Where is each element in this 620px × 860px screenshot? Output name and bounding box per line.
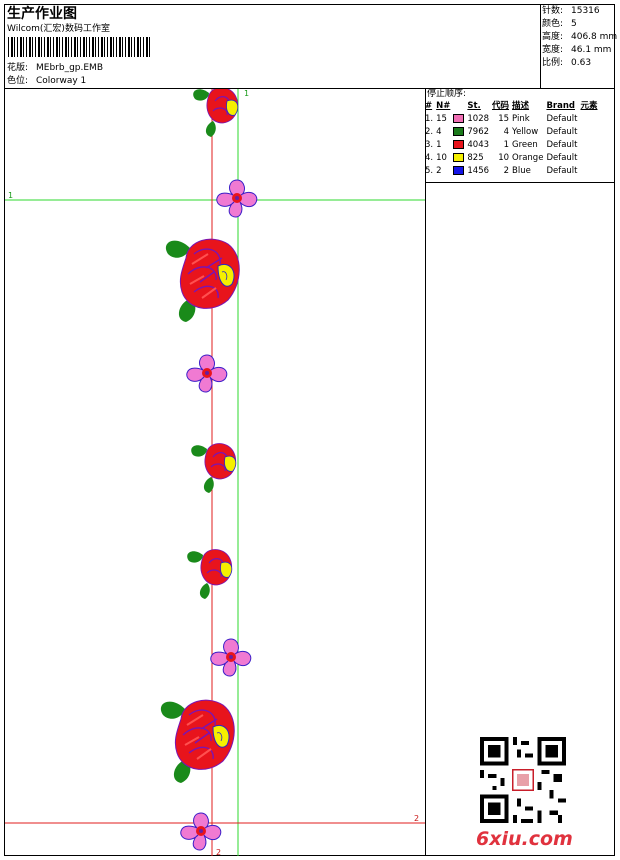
header-divider	[4, 88, 615, 89]
page-title: 生产作业图	[7, 6, 77, 22]
row-n: 4	[436, 127, 442, 137]
stop-sequence-table: # N# St. 代码 描述 Brand 元素 1. 15 1028 15 Pi…	[425, 100, 601, 178]
row-st: 825	[467, 153, 484, 163]
barcode	[8, 37, 150, 57]
row-desc: Yellow	[512, 127, 539, 137]
table-row: 4. 10 825 10 Orange Default	[425, 152, 601, 165]
stat-stitches-value: 15316	[571, 6, 600, 16]
row-brand: Default	[546, 153, 578, 163]
row-n: 10	[436, 153, 447, 163]
stat-width-value: 46.1 mm	[571, 45, 612, 55]
row-brand: Default	[546, 140, 578, 150]
stat-colors-value: 5	[571, 19, 577, 29]
pink-flower-motif	[216, 179, 258, 218]
color-swatch	[453, 140, 465, 149]
table-row: 1. 15 1028 15 Pink Default	[425, 113, 601, 126]
row-desc: Blue	[512, 166, 531, 176]
row-st: 1028	[467, 114, 490, 124]
colorway-label: 色位:	[7, 76, 29, 86]
red-h-guide-label: 2	[414, 814, 419, 823]
pink-flower-motif	[186, 354, 228, 393]
color-swatch	[453, 127, 465, 136]
row-st: 7962	[467, 127, 490, 137]
col-brand: Brand	[546, 101, 575, 111]
row-num: 4.	[425, 153, 434, 163]
stops-divider	[425, 182, 615, 183]
stat-scale-value: 0.63	[571, 58, 592, 68]
row-code: 2	[503, 166, 510, 176]
row-n: 2	[436, 166, 442, 176]
large-rose-motif	[159, 699, 236, 784]
panel-divider	[425, 88, 426, 856]
stat-stitches-label: 针数:	[542, 6, 564, 16]
row-code: 10	[498, 153, 510, 163]
pink-flower-motif	[210, 638, 252, 677]
row-brand: Default	[546, 114, 578, 124]
table-row: 2. 4 7962 4 Yellow Default	[425, 126, 601, 139]
design-name: MEbrb_gp.EMB	[36, 63, 103, 73]
row-brand: Default	[546, 166, 578, 176]
green-v-guide-label: 1	[244, 89, 249, 98]
row-n: 1	[436, 140, 442, 150]
red-v-guide-label: 2	[216, 848, 221, 856]
qr-code	[480, 737, 566, 823]
row-n: 15	[436, 114, 447, 124]
page-frame	[4, 4, 615, 856]
stat-colors-label: 颜色:	[542, 19, 564, 29]
green-h-guide-label: 1	[8, 191, 13, 200]
row-code: 1	[503, 140, 510, 150]
row-desc: Green	[512, 140, 538, 150]
embroidery-design-canvas: 1 1 2 2	[5, 89, 425, 856]
color-swatch	[453, 153, 465, 162]
colorway-name: Colorway 1	[36, 76, 87, 86]
col-n: N#	[436, 101, 451, 111]
design-label: 花版:	[7, 63, 29, 73]
row-desc: Orange	[512, 153, 544, 163]
row-num: 3.	[425, 140, 434, 150]
stop-sequence-title: 停止顺序:	[427, 89, 467, 99]
company-name: Wilcom(汇宏)数码工作室	[7, 24, 110, 34]
small-rose-motif	[192, 89, 239, 138]
small-rose-motif	[190, 442, 237, 494]
col-element: 元素	[580, 101, 598, 111]
col-desc: 描述	[512, 101, 530, 111]
pink-flower-motif	[180, 812, 222, 851]
row-num: 2.	[425, 127, 434, 137]
small-rose-motif	[186, 548, 233, 600]
row-code: 15	[498, 114, 510, 124]
col-st: St.	[467, 101, 481, 111]
color-swatch	[453, 166, 465, 175]
stat-scale-label: 比例:	[542, 58, 564, 68]
row-code: 4	[503, 127, 510, 137]
col-num: #	[425, 101, 433, 111]
stat-height-label: 高度:	[542, 32, 564, 42]
stats-divider	[540, 4, 541, 88]
stop-table-header: # N# St. 代码 描述 Brand 元素	[425, 100, 601, 113]
stat-width-label: 宽度:	[542, 45, 564, 55]
row-brand: Default	[546, 127, 578, 137]
color-swatch	[453, 114, 465, 123]
large-rose-motif	[164, 238, 241, 323]
row-num: 5.	[425, 166, 434, 176]
table-row: 3. 1 4043 1 Green Default	[425, 139, 601, 152]
col-swatch	[453, 100, 467, 113]
row-desc: Pink	[512, 114, 530, 124]
col-code: 代码	[492, 101, 510, 111]
table-row: 5. 2 1456 2 Blue Default	[425, 165, 601, 178]
stat-height-value: 406.8 mm	[571, 32, 618, 42]
row-st: 1456	[467, 166, 490, 176]
row-num: 1.	[425, 114, 434, 124]
watermark-logo: 6xiu.com	[476, 828, 573, 850]
row-st: 4043	[467, 140, 490, 150]
